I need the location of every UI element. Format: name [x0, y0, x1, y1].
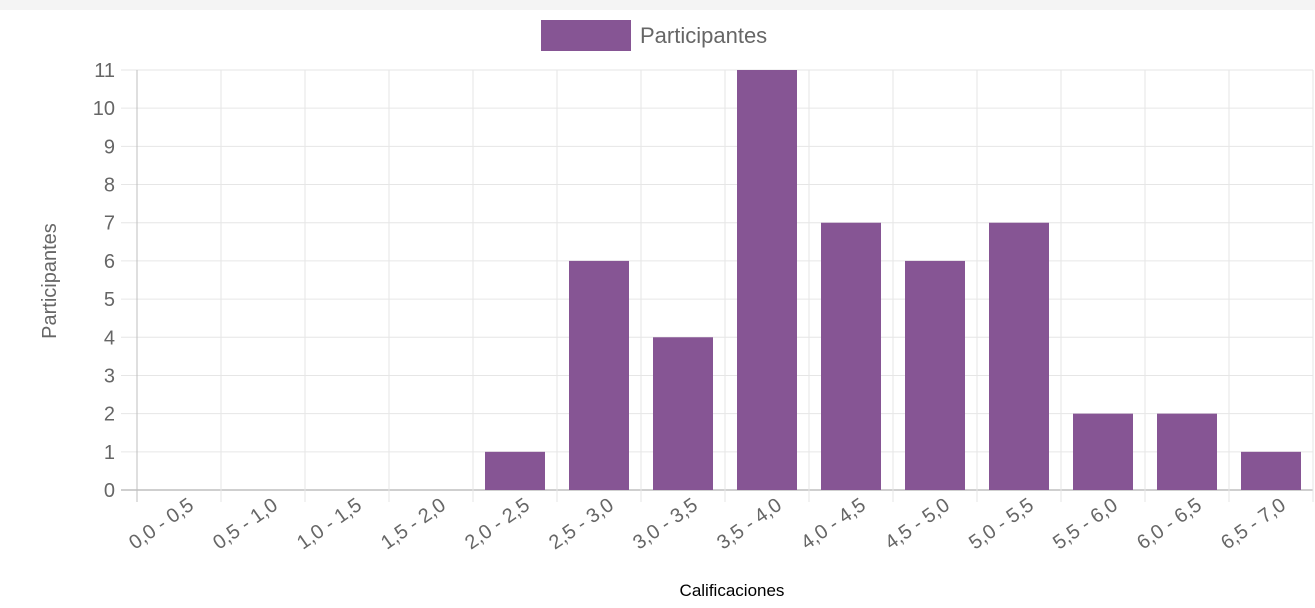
x-tick-label: 0,5 - 1,0	[209, 494, 282, 554]
grid-layer	[121, 69, 1314, 502]
y-tick-label: 0	[104, 480, 115, 502]
x-tick-label: 5,0 - 5,5	[965, 494, 1038, 554]
x-tick-label: 4,5 - 5,0	[881, 494, 954, 554]
bar[interactable]	[737, 70, 797, 490]
bar[interactable]	[1073, 413, 1133, 490]
bar[interactable]	[821, 222, 881, 490]
x-tick-label: 0,0 - 0,5	[125, 494, 198, 554]
x-tick-label: 1,5 - 2,0	[377, 494, 450, 554]
bar[interactable]	[1157, 413, 1217, 490]
y-axis-title: Participantes	[39, 223, 61, 339]
y-tick-label: 9	[104, 136, 115, 158]
legend-swatch[interactable]	[541, 20, 631, 51]
y-tick-label: 3	[104, 365, 115, 387]
y-tick-label: 4	[104, 327, 115, 349]
x-tick-label: 2,5 - 3,0	[545, 494, 618, 554]
x-tick-label: 4,0 - 4,5	[797, 494, 870, 554]
bar[interactable]	[569, 260, 629, 490]
y-tick-label: 8	[104, 175, 115, 197]
legend-label[interactable]: Participantes	[640, 23, 767, 48]
x-tick-label: 6,0 - 6,5	[1133, 494, 1206, 554]
bar[interactable]	[485, 451, 545, 490]
bar[interactable]	[989, 222, 1049, 490]
top-strip	[0, 0, 1315, 10]
y-tick-label: 11	[94, 60, 115, 82]
y-tick-label: 10	[93, 98, 115, 120]
bar-layer	[485, 70, 1301, 490]
x-tick-label: 3,0 - 3,5	[629, 494, 702, 554]
y-tick-label: 2	[104, 404, 115, 426]
x-axis-title: Calificaciones	[680, 581, 785, 600]
x-tick-label: 1,0 - 1,5	[293, 494, 366, 554]
x-tick-label: 3,5 - 4,0	[713, 494, 786, 554]
x-tick-label: 6,5 - 7,0	[1217, 494, 1290, 554]
x-tick-label: 2,0 - 2,5	[461, 494, 534, 554]
y-tick-label: 1	[104, 442, 115, 464]
y-tick-label: 6	[104, 251, 115, 273]
legend[interactable]: Participantes	[541, 20, 767, 51]
bar[interactable]	[653, 337, 713, 490]
y-tick-label: 5	[104, 289, 115, 311]
bar[interactable]	[905, 260, 965, 490]
bar[interactable]	[1241, 451, 1301, 490]
x-tick-label: 5,5 - 6,0	[1049, 494, 1122, 554]
y-tick-label: 7	[104, 213, 115, 235]
